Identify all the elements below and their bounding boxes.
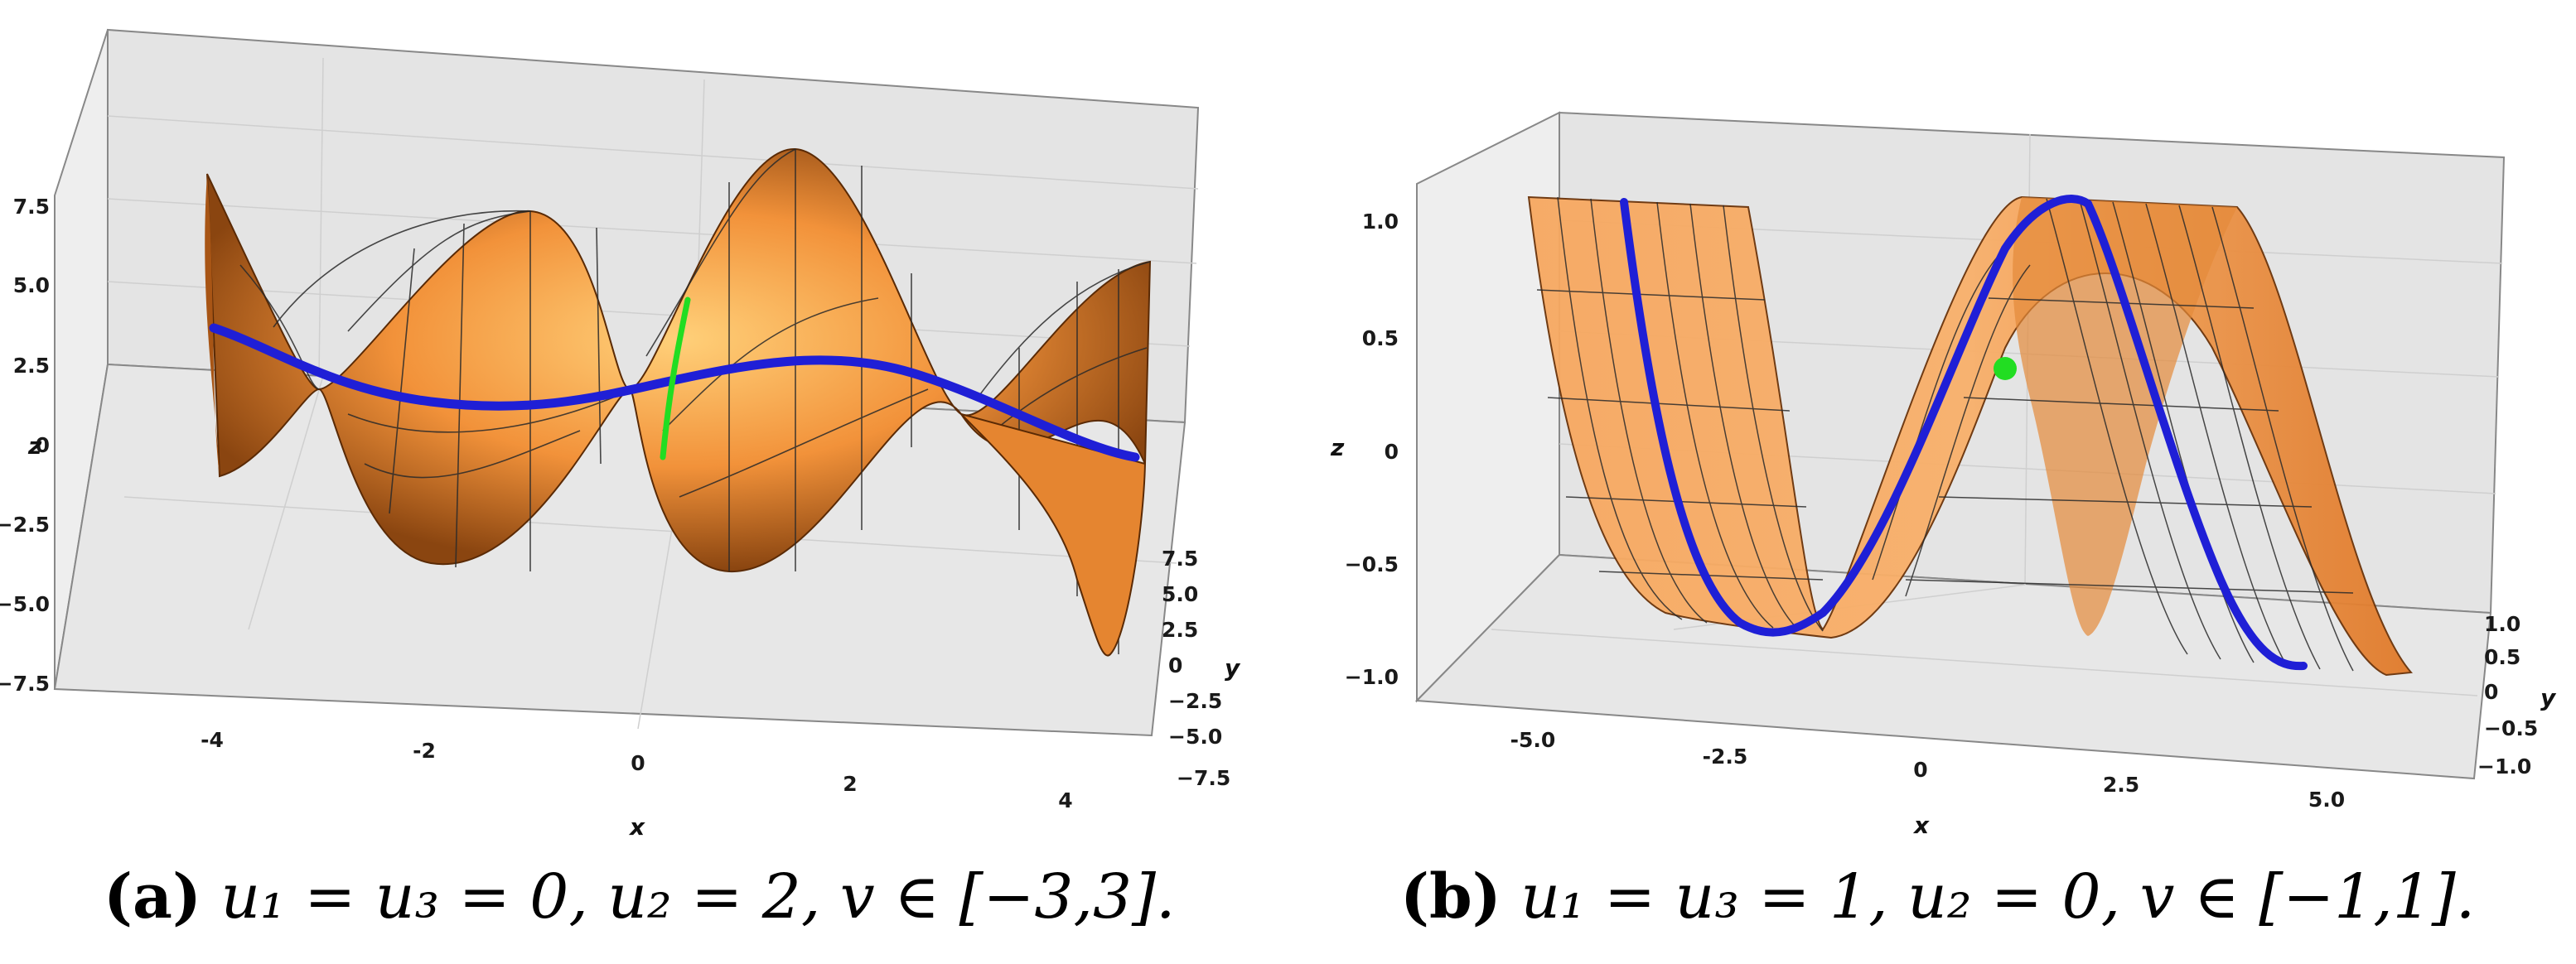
tick-label: −7.5: [1177, 766, 1230, 790]
tick-label: −1.0: [1345, 665, 1399, 689]
caption-a-label: (a): [104, 861, 201, 933]
panel-b-surface: [1527, 195, 2414, 677]
tick-label: 2.5: [2103, 773, 2139, 797]
caption-a-text: u₁ = u₃ = 0, u₂ = 2, v ∈ [−3,3].: [220, 861, 1176, 933]
panel-b-blue-curve-right: [2084, 200, 2308, 671]
tick-label: -2: [413, 739, 436, 763]
tick-label: 0.5: [2484, 645, 2520, 669]
caption-a: (a) u₁ = u₃ = 0, u₂ = 2, v ∈ [−3,3].: [104, 861, 1175, 933]
panel-b-y-label: y: [2540, 684, 2557, 711]
caption-b-label: (b): [1400, 861, 1501, 933]
tick-label: 0: [36, 433, 50, 457]
tick-label: −2.5: [0, 513, 50, 537]
tick-label: 0: [1385, 440, 1399, 464]
tick-label: −5.0: [0, 592, 50, 616]
tick-label: −1.0: [2477, 754, 2531, 778]
tick-label: 0: [2484, 680, 2498, 704]
tick-label: −0.5: [2484, 716, 2538, 740]
tick-label: 0.5: [1362, 326, 1399, 350]
tick-label: 5.0: [13, 273, 50, 297]
tick-label: 4: [1058, 788, 1072, 812]
tick-label: -5.0: [1510, 728, 1556, 752]
panel-a-z-ticks: 7.5 5.0 2.5 0 −2.5 −5.0 −7.5: [0, 195, 50, 696]
panel-a-x-label: x: [628, 813, 645, 841]
tick-label: −2.5: [1168, 689, 1222, 713]
tick-label: 0: [1913, 758, 1927, 782]
tick-label: 1.0: [1362, 210, 1399, 234]
panel-b-blue-curve-middle: [1819, 195, 2092, 617]
panel-a-y-label: y: [1225, 654, 1241, 682]
panel-b-green-point: [1994, 357, 2017, 380]
tick-label: -4: [201, 728, 224, 752]
panel-b-z-ticks: 1.0 0.5 0 −0.5 −1.0: [1345, 210, 1399, 689]
panel-a-x-ticks: -4 -2 0 2 4: [201, 728, 1073, 812]
tick-label: 7.5: [1162, 547, 1198, 571]
panel-a-blue-curve: [209, 323, 1140, 462]
tick-label: 2.5: [13, 354, 50, 378]
panel-b-z-label: z: [1330, 434, 1345, 461]
tick-label: 0: [631, 751, 645, 775]
panel-a-green-segment: [660, 296, 691, 460]
tick-label: 5.0: [2308, 788, 2345, 812]
tick-label: 2.5: [1162, 618, 1198, 642]
tick-label: 0: [1168, 653, 1182, 677]
panel-b-x-ticks: -5.0 -2.5 0 2.5 5.0: [1510, 728, 2345, 812]
panel-a-y-ticks: 7.5 5.0 2.5 0 −2.5 −5.0 −7.5: [1162, 547, 1230, 790]
panel-b-blue-curve-left: [1620, 198, 1827, 637]
tick-label: 5.0: [1162, 582, 1198, 606]
tick-label: 2: [843, 772, 857, 796]
tick-label: 7.5: [13, 195, 50, 219]
panel-b-y-ticks: 1.0 0.5 0 −0.5 −1.0: [2477, 612, 2538, 778]
caption-b-text: u₁ = u₃ = 1, u₂ = 0, v ∈ [−1,1].: [1520, 861, 2476, 933]
tick-label: −0.5: [1345, 552, 1399, 576]
panel-b-x-label: x: [1912, 812, 1930, 839]
panel-a-box: [53, 28, 1200, 737]
tick-label: −7.5: [0, 672, 50, 696]
tick-label: -2.5: [1703, 745, 1748, 769]
panel-a-z-label: z: [27, 432, 42, 460]
caption-b: (b) u₁ = u₃ = 1, u₂ = 0, v ∈ [−1,1].: [1400, 861, 2475, 933]
tick-label: −5.0: [1168, 725, 1222, 749]
tick-label: 1.0: [2484, 612, 2520, 636]
